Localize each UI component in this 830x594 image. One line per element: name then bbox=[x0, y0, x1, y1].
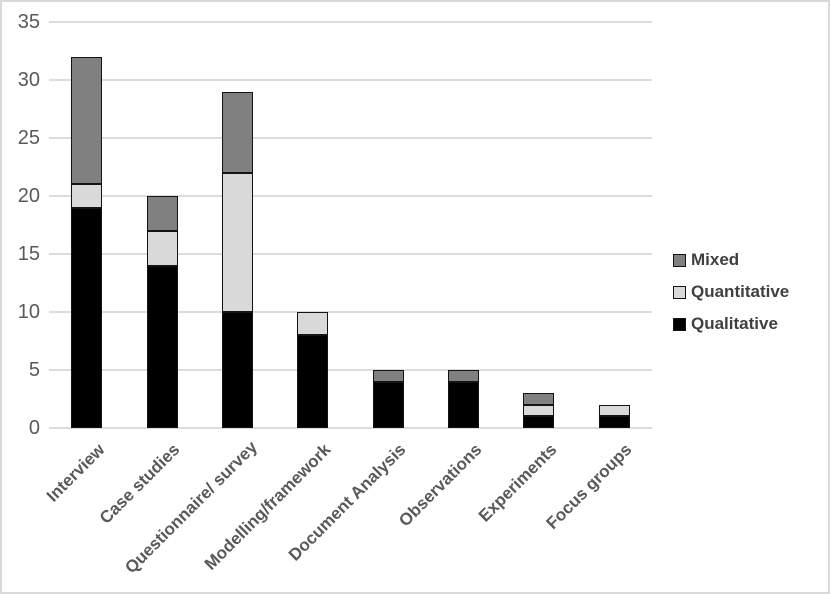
y-tick-label-10: 10 bbox=[17, 301, 40, 323]
y-tick-label-0: 0 bbox=[28, 417, 40, 439]
legend-label-quantitative: Quantitative bbox=[691, 282, 790, 301]
bar-segment-mixed-3 bbox=[221, 91, 253, 173]
bar-segment-mixed-2 bbox=[146, 196, 178, 231]
gridline-5 bbox=[49, 369, 652, 371]
gridline-0 bbox=[49, 427, 652, 429]
bar-segment-qualitative-2 bbox=[146, 265, 178, 428]
x-tick-label-5: Document Analysis bbox=[285, 440, 410, 565]
x-tick-label-2: Case studies bbox=[95, 440, 184, 528]
bar-segment-quantitative-8 bbox=[598, 404, 630, 417]
bar-segment-qualitative-4 bbox=[297, 335, 329, 428]
y-tick-label-30: 30 bbox=[17, 69, 40, 91]
bar-segment-mixed-5 bbox=[372, 370, 404, 382]
bar-segment-qualitative-3 bbox=[221, 312, 253, 428]
gridline-35 bbox=[49, 21, 652, 23]
legend-marker-qualitative bbox=[673, 317, 686, 331]
bar-segment-qualitative-6 bbox=[448, 381, 480, 428]
gridline-15 bbox=[49, 253, 652, 255]
bar-segment-mixed-6 bbox=[448, 370, 480, 382]
bar-segment-qualitative-7 bbox=[523, 416, 555, 428]
x-tick-label-7: Experiments bbox=[474, 440, 561, 526]
legend-marker-mixed bbox=[673, 253, 686, 267]
legend-marker-quantitative bbox=[673, 285, 686, 299]
y-tick-label-35: 35 bbox=[17, 11, 40, 33]
x-tick-label-4: Modelling/framework bbox=[200, 440, 335, 574]
bar-segment-mixed-1 bbox=[71, 56, 103, 185]
gridline-10 bbox=[49, 311, 652, 313]
gridline-25 bbox=[49, 137, 652, 139]
x-tick-label-6: Observations bbox=[394, 440, 485, 531]
bar-segment-qualitative-1 bbox=[71, 207, 103, 428]
plot-area bbox=[49, 21, 652, 429]
x-tick-label-8: Focus groups bbox=[542, 440, 636, 533]
bar-segment-quantitative-4 bbox=[297, 312, 329, 336]
y-tick-label-20: 20 bbox=[17, 185, 40, 207]
y-tick-label-5: 5 bbox=[28, 359, 40, 381]
bar-segment-qualitative-8 bbox=[598, 416, 630, 428]
y-axis-tick-labels: 0 5 10 15 20 25 30 35 bbox=[2, 2, 42, 592]
legend-row-mixed: Mixed bbox=[673, 249, 789, 271]
gridline-30 bbox=[49, 79, 652, 81]
bar-segment-qualitative-5 bbox=[372, 381, 404, 428]
bar-segment-quantitative-2 bbox=[146, 230, 178, 266]
y-tick-label-15: 15 bbox=[17, 243, 40, 265]
bar-segment-quantitative-7 bbox=[523, 404, 555, 417]
bar-segment-quantitative-1 bbox=[71, 184, 103, 208]
bar-segment-mixed-7 bbox=[523, 393, 555, 405]
legend-label-qualitative: Qualitative bbox=[691, 314, 778, 333]
legend-label-mixed: Mixed bbox=[691, 250, 740, 269]
bar-segment-quantitative-3 bbox=[221, 172, 253, 312]
legend-row-qualitative: Qualitative bbox=[673, 313, 789, 335]
gridline-20 bbox=[49, 195, 652, 197]
x-tick-label-3: Questionnaire/ survey bbox=[121, 437, 262, 578]
y-tick-label-25: 25 bbox=[17, 127, 40, 149]
legend-row-quantitative: Quantitative bbox=[673, 281, 789, 303]
chart-legend: Mixed Quantitative Qualitative bbox=[673, 249, 789, 345]
